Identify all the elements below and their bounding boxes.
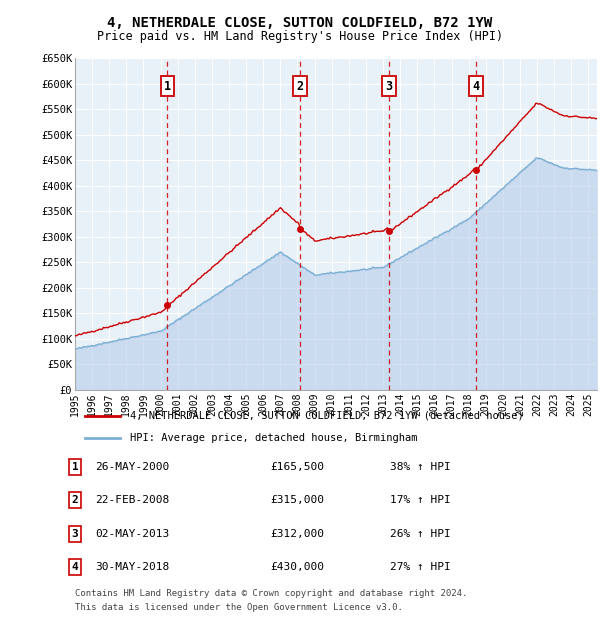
Text: £165,500: £165,500 bbox=[270, 462, 324, 472]
Text: £430,000: £430,000 bbox=[270, 562, 324, 572]
Text: 22-FEB-2008: 22-FEB-2008 bbox=[95, 495, 169, 505]
Text: 17% ↑ HPI: 17% ↑ HPI bbox=[390, 495, 451, 505]
Text: This data is licensed under the Open Government Licence v3.0.: This data is licensed under the Open Gov… bbox=[75, 603, 403, 613]
Text: £312,000: £312,000 bbox=[270, 529, 324, 539]
Text: Price paid vs. HM Land Registry's House Price Index (HPI): Price paid vs. HM Land Registry's House … bbox=[97, 30, 503, 43]
Text: 2: 2 bbox=[296, 80, 304, 93]
Text: 02-MAY-2013: 02-MAY-2013 bbox=[95, 529, 169, 539]
Text: 4: 4 bbox=[71, 562, 79, 572]
Text: £315,000: £315,000 bbox=[270, 495, 324, 505]
Text: 26% ↑ HPI: 26% ↑ HPI bbox=[390, 529, 451, 539]
Text: 4, NETHERDALE CLOSE, SUTTON COLDFIELD, B72 1YW: 4, NETHERDALE CLOSE, SUTTON COLDFIELD, B… bbox=[107, 16, 493, 30]
Text: 30-MAY-2018: 30-MAY-2018 bbox=[95, 562, 169, 572]
Text: 27% ↑ HPI: 27% ↑ HPI bbox=[390, 562, 451, 572]
Text: 26-MAY-2000: 26-MAY-2000 bbox=[95, 462, 169, 472]
Text: 2: 2 bbox=[71, 495, 79, 505]
Text: 3: 3 bbox=[385, 80, 392, 93]
Text: 3: 3 bbox=[71, 529, 79, 539]
Text: 1: 1 bbox=[164, 80, 171, 93]
Text: 4: 4 bbox=[472, 80, 479, 93]
Text: 1: 1 bbox=[71, 462, 79, 472]
Text: HPI: Average price, detached house, Birmingham: HPI: Average price, detached house, Birm… bbox=[130, 433, 418, 443]
Text: 38% ↑ HPI: 38% ↑ HPI bbox=[390, 462, 451, 472]
Text: Contains HM Land Registry data © Crown copyright and database right 2024.: Contains HM Land Registry data © Crown c… bbox=[75, 590, 467, 598]
Text: 4, NETHERDALE CLOSE, SUTTON COLDFIELD, B72 1YW (detached house): 4, NETHERDALE CLOSE, SUTTON COLDFIELD, B… bbox=[130, 410, 524, 420]
